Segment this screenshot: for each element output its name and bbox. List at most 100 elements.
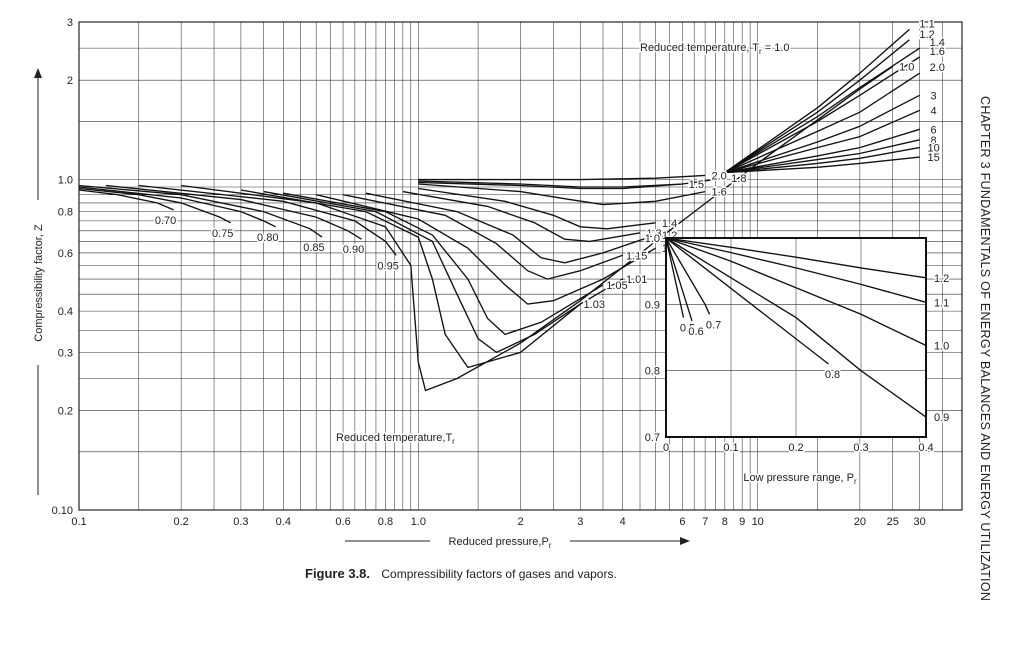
inset-x-tick-label: 0.3	[853, 442, 868, 454]
main-labels: 0.700.75 0.800.85 0.900.951.01.011.031.051…	[153, 17, 946, 448]
chapter-sidebar-text: CHAPTER 3 FUNDAMENTALS OF ENERGY BALANCE…	[978, 96, 992, 602]
x-tick-label: 0.2	[174, 516, 189, 528]
x-tick-label: 1.0	[411, 516, 426, 528]
curve-label: 1.05	[606, 280, 627, 292]
curve-label: 0.90	[343, 244, 364, 256]
inset-x-tick-label: 0.2	[788, 442, 803, 454]
inset-curve-tr-1.1	[665, 237, 927, 303]
y-axis-label: Compressibility factor, Z	[33, 224, 45, 342]
x-tick-label: 4	[620, 516, 626, 528]
x-tick-label: 25	[887, 516, 899, 528]
curve-label: 3	[931, 90, 937, 102]
x-axis-arrowhead	[680, 537, 690, 545]
x-tick-label: 0.8	[378, 516, 393, 528]
curve-label: 4	[931, 105, 937, 117]
y-tick-label: 1.0	[58, 175, 73, 187]
x-tick-label: 9	[739, 516, 745, 528]
inset-curve-label: 0.9	[934, 412, 949, 424]
curve-tr-0.75	[78, 187, 232, 224]
inset-curve-label: 0.8	[825, 369, 840, 381]
inset-curve-tr-0.6	[665, 237, 693, 322]
x-tick-label: 0.1	[71, 516, 86, 528]
curve-label: 0.95	[377, 260, 398, 272]
y-tick-label: 0.10	[52, 505, 73, 517]
main-axes: 0.1 0.2 0.3 0.4 0.6 0.8 1.0 2 3 4 6 7 8 9 10 20 25 300.10…	[33, 17, 963, 550]
curve-label: 6	[931, 124, 937, 136]
x-tick-label: 0.6	[335, 516, 350, 528]
curve-tr-1.1high	[724, 28, 910, 174]
inset-curve-label: 1.0	[934, 340, 949, 352]
curve-tr-2.0	[418, 174, 706, 181]
curve-label: 10	[927, 143, 939, 155]
curve-tr-15	[724, 156, 920, 174]
curve-tr-1.15	[342, 194, 623, 280]
curve-tr-0.85	[78, 184, 323, 238]
curve-tr-4	[724, 109, 920, 174]
curve-tr-1.4high	[724, 47, 920, 174]
inset-x-tick-label: 0.1	[723, 442, 738, 454]
curve-tr-1.6	[418, 183, 706, 206]
curve-label: 1.03	[584, 299, 605, 311]
y-axis-arrowhead	[34, 68, 42, 78]
inset-curve-tr-1.0	[665, 237, 927, 347]
inset-frame	[665, 237, 927, 438]
curve-tr-1.2high	[724, 39, 910, 174]
inset-curve-label: 0.6	[688, 326, 703, 338]
x-tick-label: 0.4	[276, 516, 291, 528]
curve-label-high: 2.0	[930, 62, 945, 74]
curve-label: 1.8	[731, 173, 746, 185]
y-tick-label: 0.8	[58, 207, 73, 219]
curve-tr-1.5	[418, 181, 683, 190]
curve-label: 1.6	[711, 187, 726, 199]
curve-tr-10	[724, 146, 920, 174]
chapter-sidebar: CHAPTER 3 FUNDAMENTALS OF ENERGY BALANCE…	[978, 96, 1004, 642]
inset-x-tick-label: 0.4	[918, 442, 933, 454]
curve-label: 0.70	[155, 215, 176, 227]
curve-tr-0.70	[78, 189, 174, 211]
inset-curve-label: 1.2	[934, 273, 949, 285]
curve-label-high: 1.2	[919, 29, 934, 41]
curve-tr-1.03	[263, 190, 581, 354]
curve-tr-0.90	[105, 184, 362, 240]
curve-label: 1.01	[626, 274, 647, 286]
inset-curve-tr-1.2	[665, 237, 927, 279]
inset-y-tick-label: 0.7	[645, 432, 660, 444]
y-tick-label: 0.3	[58, 347, 73, 359]
inset-chart: 0 0.1 0.2 0.3 0.4 0.7 0.8 0.9 1.0 Low pressure ra…	[643, 232, 951, 488]
curve-label: 1.15	[626, 250, 647, 262]
inset-y-tick-label: 1.0	[645, 233, 660, 245]
figure-label: Figure 3.8.	[305, 566, 371, 581]
curve-tr-1.4	[418, 187, 656, 230]
inset-curve-label: 0.7	[706, 319, 721, 331]
low-temperature-title: Reduced temperature,Tr	[336, 432, 455, 446]
curve-tr-0.80	[78, 186, 276, 228]
figure-caption: Figure 3.8. Compressibility factors of g…	[305, 566, 617, 581]
x-tick-label: 7	[702, 516, 708, 528]
y-tick-label: 0.2	[58, 406, 73, 418]
x-tick-label: 10	[752, 516, 764, 528]
inset-y-tick-label: 0.8	[645, 366, 660, 378]
curve-label-high: 1.1	[919, 18, 934, 30]
curve-tr-1.2	[365, 192, 656, 264]
high-temperature-title: Reduced temperature, Tr = 1.0	[640, 42, 790, 56]
curve-label: 15	[927, 152, 939, 164]
curve-tr-2.0high	[724, 72, 920, 174]
x-tick-label: 0.3	[233, 516, 248, 528]
curve-tr-1.01	[240, 189, 624, 369]
curve-tr-1.3	[402, 190, 641, 243]
curve-tr-1.6high	[724, 56, 920, 174]
inset-curve-label: 0.5	[680, 323, 695, 335]
curve-tr-3	[724, 94, 920, 174]
x-axis-label: Reduced pressure,Pr	[449, 536, 552, 550]
curve-label: 8	[931, 135, 937, 147]
main-curves	[78, 28, 920, 392]
x-tick-label: 30	[913, 516, 925, 528]
curve-label: 1.5	[689, 179, 704, 191]
inset-curve-tr-0.7	[665, 237, 711, 315]
y-tick-label: 0.6	[58, 248, 73, 260]
curve-label-high: 1.4	[930, 37, 945, 49]
curve-tr-0.95	[138, 184, 397, 256]
curve-label: 1.4	[662, 218, 677, 230]
curve-label: 0.80	[257, 232, 278, 244]
